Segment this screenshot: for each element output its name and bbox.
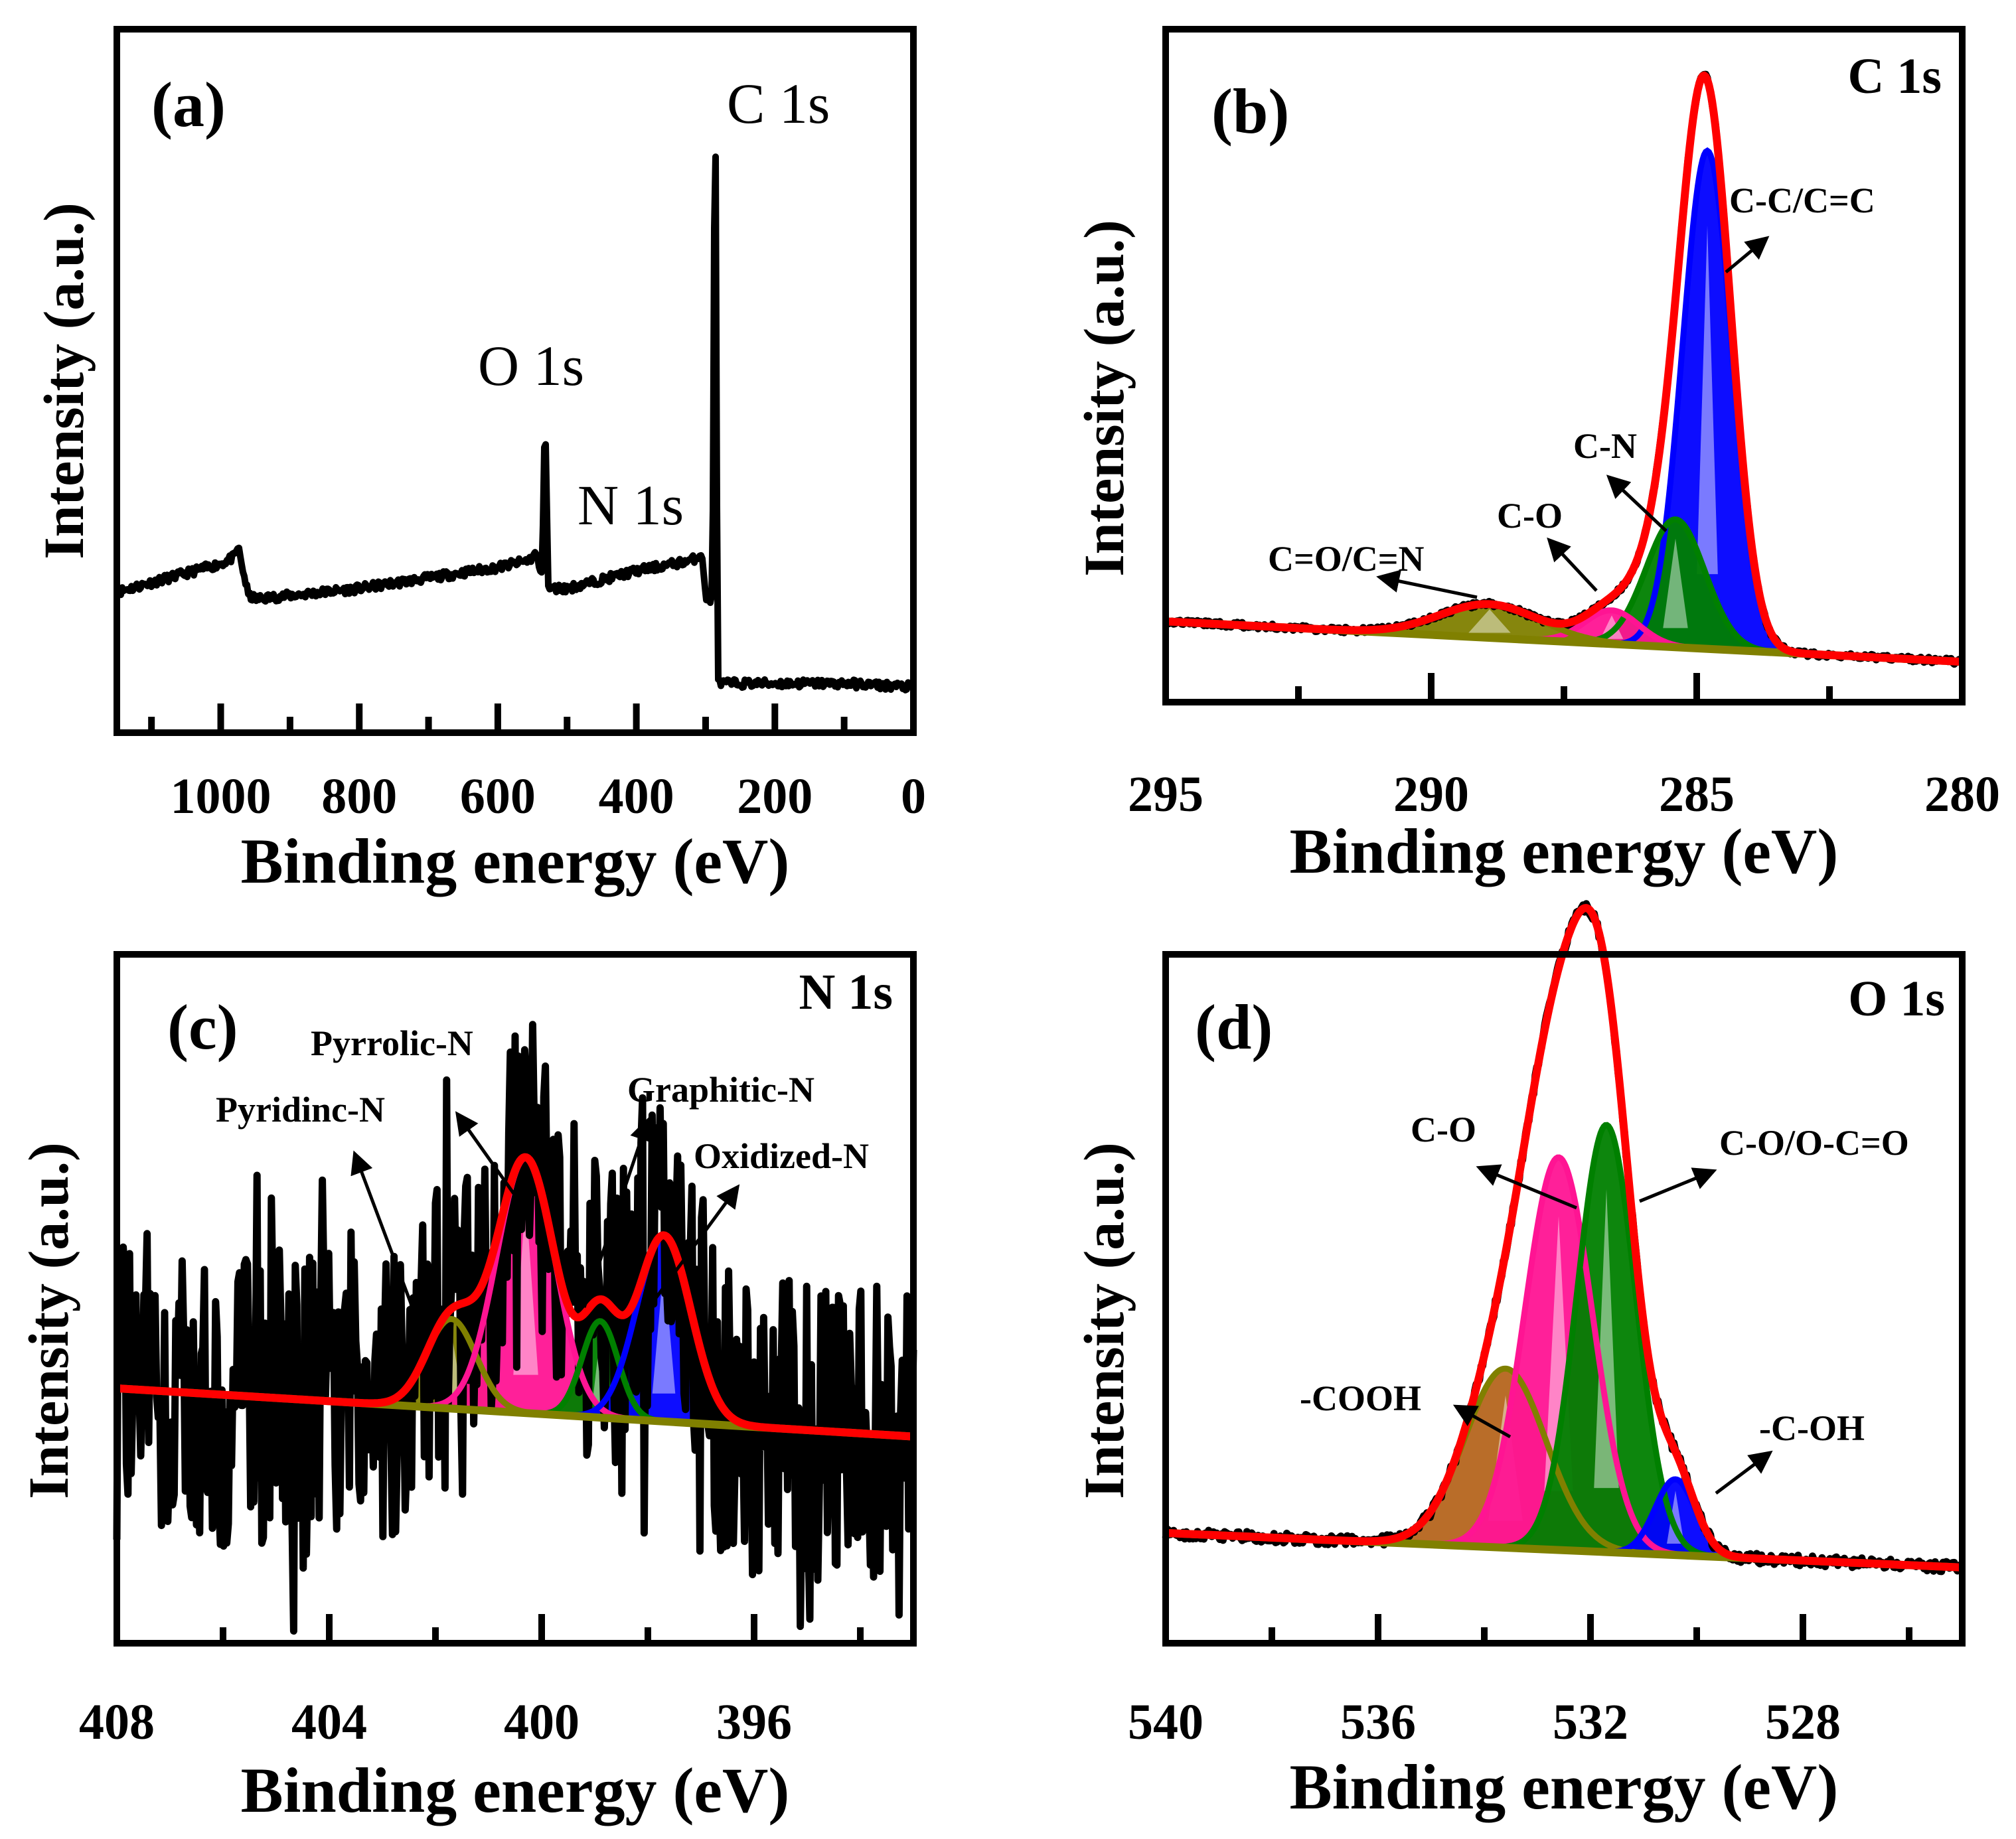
panel-d-xtick-label: 536 — [1340, 1694, 1416, 1750]
panel-a-xtick-label: 800 — [321, 769, 397, 824]
panel-d-y-axis-title: Intensity (a.u.) — [1072, 1142, 1136, 1499]
panel-d-annotations: C-O C-O/O-C=O -COOH -C-OH — [1300, 1110, 1909, 1495]
panel-d-fit-envelope — [1163, 904, 1965, 1572]
panel-b-annotations: C-C/C=C C-N C-O C=O/C=N — [1268, 181, 1875, 599]
panel-b-c1s: (b) C 1s C-C/C=C C-N C-O C=O/C=N 295 290… — [1072, 26, 2000, 887]
panel-d-xtick-label: 528 — [1765, 1694, 1841, 1750]
panel-a-x-axis-title: Binding energy (eV) — [241, 826, 790, 897]
panel-d-component-fill — [1166, 1125, 1962, 1568]
panel-d-arrow — [1452, 1404, 1512, 1439]
panel-d-arrow — [1476, 1164, 1577, 1210]
panel-a-label: (a) — [151, 69, 226, 140]
panel-c-n1s: (c) N 1s Pyrrolic-N Pyridinc-N Graphitic… — [17, 951, 917, 1826]
panel-b-y-axis-title: Intensity (a.u.) — [1072, 220, 1136, 577]
panel-b-component-highlight — [1663, 538, 1688, 628]
panel-d-component-label: -COOH — [1300, 1378, 1421, 1418]
panel-b-component-label: C-N — [1573, 426, 1637, 466]
panel-c-arrow — [455, 1111, 516, 1196]
panel-c-component-label: Pyridinc-N — [216, 1090, 385, 1130]
panel-b-arrow — [1725, 236, 1770, 273]
panel-b-component-label: C=O/C=N — [1268, 539, 1425, 579]
panel-a-peak-label-n1s: N 1s — [578, 473, 684, 537]
panel-a-peak-label-c1s: C 1s — [727, 72, 830, 135]
panel-d-label: (d) — [1195, 992, 1273, 1063]
panel-b-x-axis-title: Binding energy (eV) — [1290, 816, 1839, 887]
panel-c-component-label: Oxidized-N — [694, 1136, 869, 1176]
panel-b-component-highlight — [1697, 225, 1718, 575]
panel-a-frame — [114, 26, 917, 736]
panel-d-o1s: (d) O 1s C-O C-O/O-C=O -COOH -C-OH 540 5… — [1072, 900, 1966, 1822]
panel-b-xtick-label: 290 — [1393, 767, 1469, 822]
panel-c-component-label: Graphitic-N — [627, 1070, 814, 1110]
panel-d-title: O 1s — [1848, 971, 1945, 1027]
panel-b-label: (b) — [1211, 76, 1289, 147]
panel-c-annotations: Pyrrolic-N Pyridinc-N Graphitic-N Oxidiz… — [216, 1023, 869, 1341]
panel-c-y-axis-title: Intensity (a.u.) — [17, 1142, 80, 1499]
panel-a-y-axis-title: Intensity (a.u.) — [32, 202, 96, 559]
panel-d-component-fill — [1166, 1157, 1962, 1568]
panel-a-xtick-label: 600 — [460, 769, 536, 824]
panel-c-xtick-label: 408 — [79, 1694, 155, 1750]
panel-b-arrow — [1606, 475, 1667, 532]
panel-a-survey-spectrum — [114, 153, 917, 694]
panel-b-component-highlight — [1468, 609, 1511, 633]
panel-a-survey: (a) C 1s O 1s N 1s 1000 800 600 400 200 … — [32, 26, 926, 897]
panel-c-x-axis-title: Binding energy (eV) — [241, 1755, 790, 1826]
panel-d-arrow — [1715, 1450, 1773, 1495]
panel-b-arrow — [1547, 537, 1598, 592]
panel-d-xtick-label: 540 — [1128, 1694, 1203, 1750]
panel-b-fit-envelope — [1163, 71, 1965, 666]
panel-c-component-highlight — [652, 1263, 676, 1394]
panel-b-arrow — [1376, 569, 1478, 599]
panel-b-xtick-label: 295 — [1128, 767, 1203, 822]
panel-b-title: C 1s — [1848, 48, 1942, 104]
panel-a-xtick-label: 1000 — [171, 769, 271, 824]
panel-c-raw-spectrum — [113, 1021, 917, 1635]
panel-c-frame — [114, 951, 917, 1647]
panel-c-arrow — [652, 1184, 740, 1302]
panel-d-component-label: C-O/O-C=O — [1719, 1123, 1909, 1163]
panel-a-xtick-label: 0 — [901, 769, 926, 824]
panel-a-xtick-label: 400 — [599, 769, 674, 824]
panel-c-xtick-label: 400 — [504, 1694, 580, 1750]
panel-b-component-fill — [1166, 151, 1962, 662]
panel-c-label: (c) — [167, 992, 238, 1063]
panel-c-component-label: Pyrrolic-N — [311, 1023, 473, 1063]
panel-c-title: N 1s — [799, 964, 893, 1020]
panel-b-component-label: C-C/C=C — [1729, 181, 1875, 220]
panel-a-xtick-label: 200 — [737, 769, 813, 824]
panel-d-frame — [1162, 951, 1966, 1647]
panel-d-x-axis-title: Binding energy (eV) — [1290, 1751, 1839, 1822]
panel-b-xtick-label: 280 — [1924, 767, 2000, 822]
panel-d-xtick-label: 532 — [1553, 1694, 1628, 1750]
panel-a-peak-label-o1s: O 1s — [478, 334, 584, 398]
panel-b-xtick-label: 285 — [1659, 767, 1735, 822]
panel-d-component-highlight — [1594, 1189, 1619, 1489]
panel-c-xtick-label: 404 — [291, 1694, 367, 1750]
panel-d-component-label: C-O — [1411, 1110, 1476, 1149]
panel-c-fit-envelope — [114, 1153, 916, 1441]
panel-c-xtick-label: 396 — [716, 1694, 792, 1750]
panel-c-arrow — [582, 1117, 653, 1308]
panel-b-frame — [1162, 26, 1966, 705]
panel-d-component-label: -C-OH — [1759, 1408, 1865, 1448]
panel-c-arrow — [350, 1150, 427, 1341]
panel-b-component-curve — [1165, 147, 1963, 665]
panel-d-arrow — [1639, 1167, 1717, 1203]
panel-b-component-label: C-O — [1497, 496, 1563, 536]
